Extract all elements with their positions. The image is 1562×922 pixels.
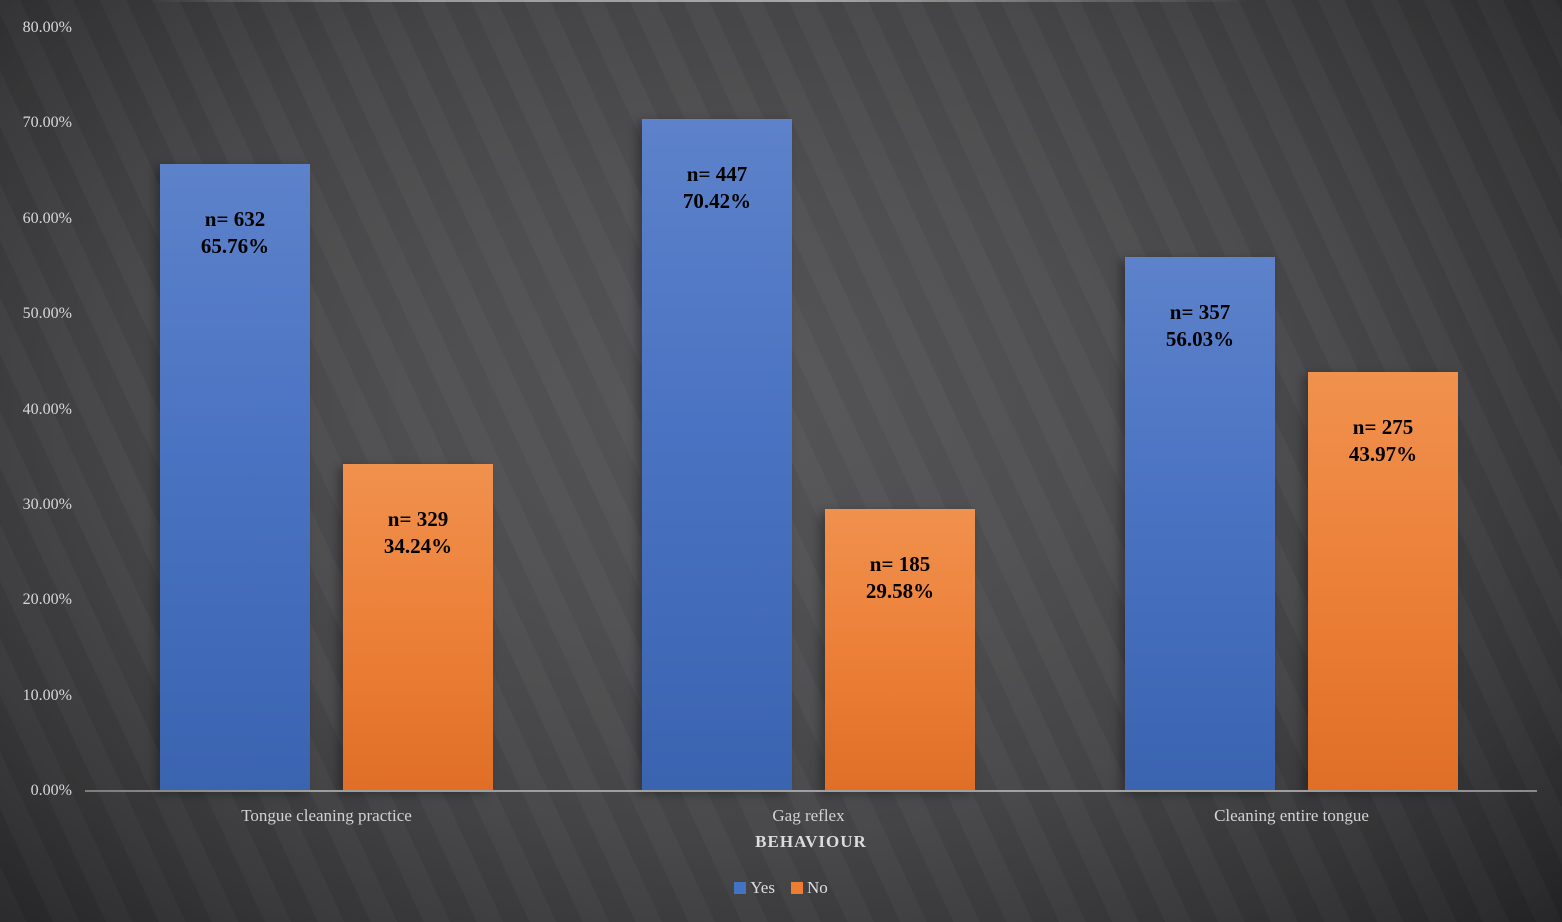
bar-data-label: n= 275 43.97% (1308, 372, 1458, 468)
bar-data-label-line: 43.97% (1348, 441, 1418, 466)
bar-data-label-line: 29.58% (865, 578, 935, 603)
bar-data-label-line: n= 275 (1352, 414, 1414, 439)
y-axis-tick-40-00: 40.00% (22, 400, 72, 418)
bar-data-label-line: n= 185 (869, 551, 931, 576)
legend-item-yes: Yes (734, 878, 775, 898)
bar-data-label-line: 65.76% (200, 233, 270, 258)
legend-label: Yes (750, 878, 775, 897)
y-axis-tick-20-00: 20.00% (22, 591, 72, 609)
y-axis-tick-10-00: 10.00% (22, 686, 72, 704)
bar-data-label-line: 56.03% (1165, 326, 1235, 351)
bar-yes-cleaning-entire-tongue: n= 357 56.03% (1125, 256, 1275, 791)
legend: Yes No (0, 878, 1562, 898)
x-axis-title: BEHAVIOUR (755, 832, 867, 851)
bar-data-label-line: n= 357 (1169, 299, 1231, 324)
bar-data-label: n= 357 56.03% (1125, 257, 1275, 353)
bar-data-label-line: n= 632 (204, 206, 266, 231)
legend-label: No (806, 878, 828, 897)
x-axis-line (85, 790, 1537, 792)
background-top-highlight (150, 0, 1250, 2)
legend-swatch-icon (734, 882, 747, 894)
bar-data-label: n= 632 65.76% (160, 164, 310, 260)
bar-data-label: n= 447 70.42% (642, 119, 792, 215)
bar-data-label: n= 185 29.58% (825, 509, 975, 605)
bar-data-label-line: n= 329 (387, 507, 449, 532)
y-axis-tick-80-00: 80.00% (22, 19, 72, 36)
legend-item-no: No (790, 878, 828, 898)
bar-data-label-line: 70.42% (682, 189, 752, 214)
bar-yes-gag-reflex: n= 447 70.42% (642, 119, 792, 791)
y-axis-tick-50-00: 50.00% (22, 305, 72, 323)
bar-yes-tongue-cleaning-practice: n= 632 65.76% (160, 163, 310, 791)
bar-data-label-line: n= 447 (686, 162, 748, 187)
y-axis-tick-70-00: 70.00% (22, 114, 72, 132)
x-axis-label-gag-reflex: Gag reflex (772, 806, 845, 825)
y-axis-tick-30-00: 30.00% (22, 495, 72, 513)
y-axis-tick-60-00: 60.00% (22, 209, 72, 227)
legend-swatch-icon (790, 882, 803, 894)
bar-data-label-line: 34.24% (383, 534, 453, 559)
bar-no-tongue-cleaning-practice: n= 329 34.24% (343, 464, 493, 791)
x-axis-label-tongue-cleaning-practice: Tongue cleaning practice (241, 806, 412, 825)
y-axis-tick-0-00: 0.00% (30, 782, 72, 799)
bar-data-label: n= 329 34.24% (343, 464, 493, 560)
bar-no-cleaning-entire-tongue: n= 275 43.97% (1308, 371, 1458, 791)
bar-no-gag-reflex: n= 185 29.58% (825, 508, 975, 791)
x-axis-label-cleaning-entire-tongue: Cleaning entire tongue (1214, 806, 1369, 825)
